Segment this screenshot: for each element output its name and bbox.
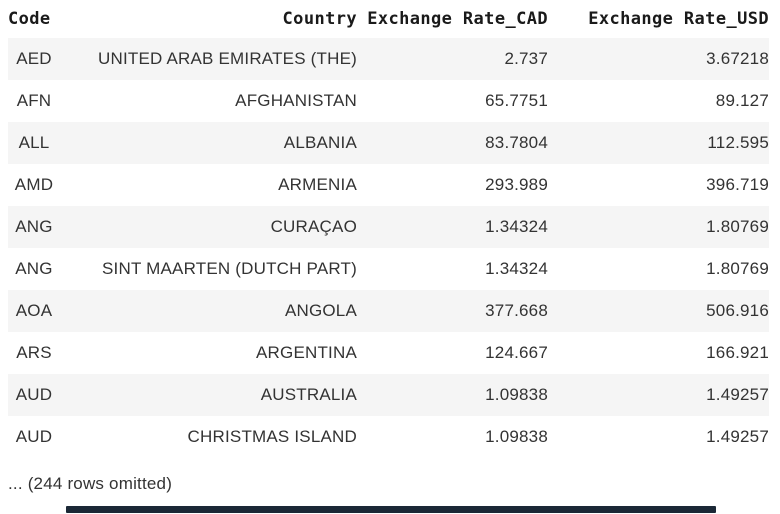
table-header: Code Country Exchange Rate_CAD Exchange … <box>8 0 769 38</box>
column-header-code: Code <box>8 9 51 29</box>
table-row: ARS ARGENTINA 124.667 166.921 <box>8 332 769 374</box>
cell-rate-cad: 124.667 <box>485 343 548 362</box>
cell-rate-usd: 112.595 <box>707 133 769 152</box>
cell-rate-usd: 396.719 <box>706 175 769 194</box>
cell-code: ARS <box>16 343 52 362</box>
cell-code: AFN <box>16 91 52 110</box>
cell-rate-cad: 1.34324 <box>485 259 548 278</box>
cell-code: AUD <box>15 385 53 404</box>
table-row: AMD ARMENIA 293.989 396.719 <box>8 164 769 206</box>
cell-rate-usd: 1.49257 <box>706 427 769 446</box>
cell-country: ARGENTINA <box>256 343 357 362</box>
cell-code: AMD <box>14 175 54 194</box>
column-header-exchange-rate-cad: Exchange Rate_CAD <box>367 9 548 29</box>
cell-rate-cad: 293.989 <box>485 175 548 194</box>
header-row: Code Country Exchange Rate_CAD Exchange … <box>8 0 769 38</box>
table-row: ANG CURAÇAO 1.34324 1.80769 <box>8 206 769 248</box>
cell-code: ALL <box>18 133 50 152</box>
table-body: AED UNITED ARAB EMIRATES (THE) 2.737 3.6721… <box>8 38 769 458</box>
cell-country: AFGHANISTAN <box>235 91 357 110</box>
cell-country: ALBANIA <box>283 133 357 152</box>
cell-country: ANGOLA <box>284 301 357 320</box>
cell-country: CURAÇAO <box>270 217 357 236</box>
cell-rate-usd: 1.49257 <box>706 385 769 404</box>
cell-country: UNITED ARAB EMIRATES (THE) <box>98 49 357 68</box>
table-row: AED UNITED ARAB EMIRATES (THE) 2.737 3.6721… <box>8 38 769 80</box>
cell-rate-usd: 506.916 <box>706 301 769 320</box>
cell-rate-cad: 1.09838 <box>485 427 548 446</box>
table-row: AFN AFGHANISTAN 65.7751 89.127 <box>8 80 769 122</box>
cell-rate-usd: 166.921 <box>706 343 769 362</box>
exchange-rates-table: Code Country Exchange Rate_CAD Exchange … <box>8 0 769 458</box>
cell-code: ANG <box>15 217 53 236</box>
cell-rate-cad: 83.7804 <box>485 133 548 152</box>
cell-rate-cad: 1.34324 <box>485 217 548 236</box>
table-row: AOA ANGOLA 377.668 506.916 <box>8 290 769 332</box>
cell-country: AUSTRALIA <box>260 385 357 404</box>
column-header-country: Country <box>282 9 357 29</box>
table-row: AUD AUSTRALIA 1.09838 1.49257 <box>8 374 769 416</box>
cell-code: AUD <box>15 427 53 446</box>
cell-country: ARMENIA <box>278 175 357 194</box>
cell-rate-usd: 1.80769 <box>706 217 769 236</box>
cell-country: SINT MAARTEN (DUTCH PART) <box>102 259 357 278</box>
cell-rate-usd: 3.67218 <box>706 49 769 68</box>
cell-rate-cad: 65.7751 <box>485 91 548 110</box>
omitted-rows-note: ... (244 rows omitted) <box>8 474 173 493</box>
cell-rate-cad: 377.668 <box>485 301 548 320</box>
cell-rate-usd: 1.80769 <box>706 259 769 278</box>
table-row: ANG SINT MAARTEN (DUTCH PART) 1.34324 1.807… <box>8 248 769 290</box>
cell-code: AED <box>16 49 52 68</box>
cell-rate-usd: 89.127 <box>715 91 769 110</box>
cell-rate-cad: 1.09838 <box>485 385 548 404</box>
cell-rate-cad: 2.737 <box>504 49 548 68</box>
column-header-exchange-rate-usd: Exchange Rate_USD <box>588 9 769 29</box>
cell-code: AOA <box>15 301 53 320</box>
table-row: ALL ALBANIA 83.7804 112.595 <box>8 122 769 164</box>
table-row: AUD CHRISTMAS ISLAND 1.09838 1.49257 <box>8 416 769 458</box>
horizontal-scrollbar-thumb[interactable] <box>66 506 716 513</box>
cell-country: CHRISTMAS ISLAND <box>187 427 357 446</box>
cell-code: ANG <box>15 259 53 278</box>
